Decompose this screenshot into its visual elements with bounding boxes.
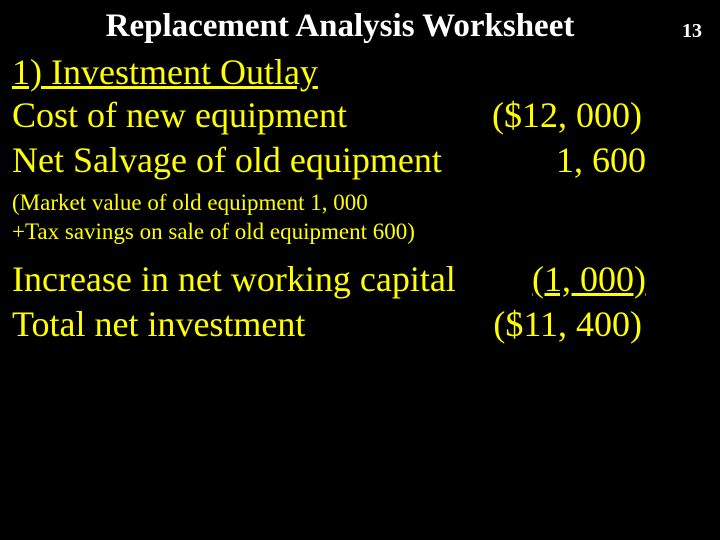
- value-cost-new: ($12, 000): [492, 93, 708, 138]
- row-cost-new-equipment: Cost of new equipment ($12, 000): [12, 93, 708, 138]
- note-block: (Market value of old equipment 1, 000 +T…: [12, 189, 708, 247]
- value-total-net-invest: ($11, 400): [493, 302, 708, 347]
- value-net-salvage: 1, 600: [556, 138, 708, 183]
- label-cost-new: Cost of new equipment: [12, 93, 347, 138]
- section-heading: 1) Investment Outlay: [12, 51, 708, 93]
- label-net-salvage: Net Salvage of old equipment: [12, 138, 442, 183]
- value-increase-nwc: (1, 000): [532, 257, 708, 302]
- label-total-net-invest: Total net investment: [12, 302, 305, 347]
- page-number: 13: [682, 20, 702, 43]
- row-net-salvage: Net Salvage of old equipment 1, 600: [12, 138, 708, 183]
- slide-title: Replacement Analysis Worksheet: [52, 8, 628, 45]
- row-total-net-investment: Total net investment ($11, 400): [12, 302, 708, 347]
- note-line-1: (Market value of old equipment 1, 000: [12, 189, 708, 218]
- slide: 13 Replacement Analysis Worksheet 1) Inv…: [0, 0, 720, 540]
- note-line-2: +Tax savings on sale of old equipment 60…: [12, 218, 708, 247]
- label-increase-nwc: Increase in net working capital: [12, 257, 456, 302]
- row-increase-nwc: Increase in net working capital (1, 000): [12, 257, 708, 302]
